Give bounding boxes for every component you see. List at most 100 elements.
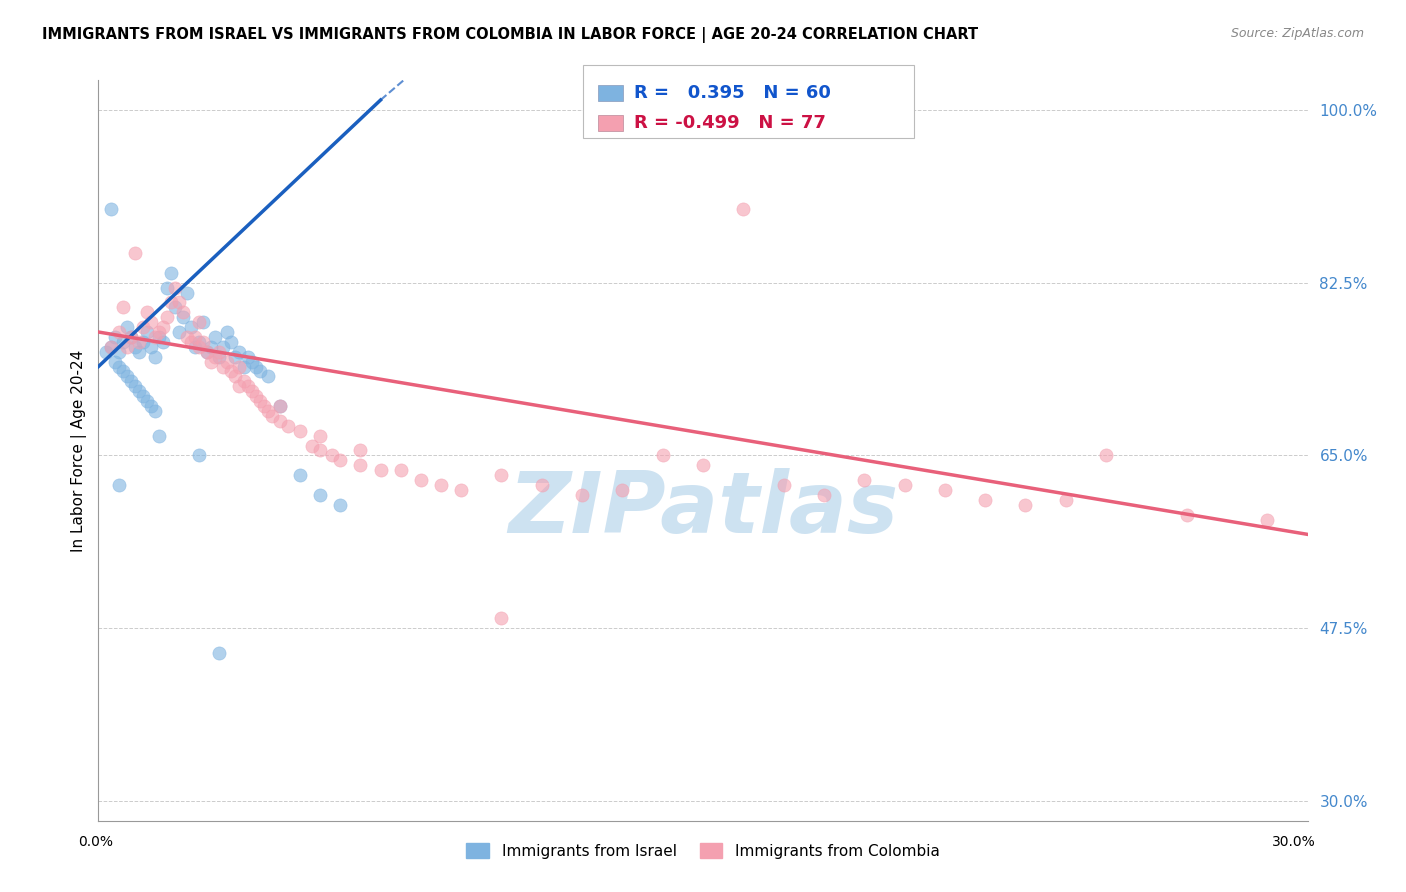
Point <box>256 404 278 418</box>
Point <box>128 334 150 349</box>
Point <box>172 310 194 325</box>
Point <box>188 315 211 329</box>
Point <box>100 202 122 216</box>
Point <box>853 473 876 487</box>
Point <box>260 409 283 423</box>
Point <box>236 379 259 393</box>
Point <box>132 389 155 403</box>
Point <box>329 453 352 467</box>
Point <box>148 330 170 344</box>
Point <box>253 399 276 413</box>
Point <box>156 310 179 325</box>
Point <box>651 449 673 463</box>
Point <box>139 399 162 413</box>
Text: 0.0%: 0.0% <box>79 836 114 849</box>
Point <box>571 488 593 502</box>
Point <box>612 483 634 497</box>
Point <box>172 305 194 319</box>
Point <box>288 468 311 483</box>
Point <box>111 301 134 315</box>
Point <box>152 334 174 349</box>
Point <box>167 325 190 339</box>
Point <box>309 428 332 442</box>
Point <box>692 458 714 473</box>
Point <box>1175 508 1198 522</box>
Point <box>132 320 155 334</box>
Point <box>409 473 432 487</box>
Point <box>163 301 186 315</box>
Point <box>212 359 235 374</box>
Point <box>152 320 174 334</box>
Point <box>249 364 271 378</box>
Point <box>124 340 146 354</box>
Point <box>143 330 166 344</box>
Point <box>1095 449 1118 463</box>
Text: R = -0.499   N = 77: R = -0.499 N = 77 <box>634 114 825 132</box>
Text: IMMIGRANTS FROM ISRAEL VS IMMIGRANTS FROM COLOMBIA IN LABOR FORCE | AGE 20-24 CO: IMMIGRANTS FROM ISRAEL VS IMMIGRANTS FRO… <box>42 27 979 43</box>
Point <box>269 414 291 428</box>
Point <box>240 384 263 399</box>
Point <box>176 330 198 344</box>
Point <box>132 334 155 349</box>
Point <box>772 478 794 492</box>
Legend: Immigrants from Israel, Immigrants from Colombia: Immigrants from Israel, Immigrants from … <box>460 837 946 865</box>
Point <box>232 359 254 374</box>
Point <box>245 389 267 403</box>
Point <box>124 246 146 260</box>
Point <box>115 369 138 384</box>
Point <box>195 344 218 359</box>
Point <box>204 350 226 364</box>
Point <box>217 354 239 368</box>
Point <box>103 354 125 368</box>
Point <box>288 424 311 438</box>
Point <box>204 330 226 344</box>
Point <box>167 295 190 310</box>
Point <box>139 340 162 354</box>
Point <box>245 359 267 374</box>
Point <box>491 611 513 625</box>
Point <box>224 350 246 364</box>
Point <box>184 340 207 354</box>
Point <box>124 379 146 393</box>
Point <box>135 394 157 409</box>
Point <box>733 202 755 216</box>
Point <box>115 320 138 334</box>
Point <box>309 488 332 502</box>
Point <box>195 344 218 359</box>
Point <box>208 350 231 364</box>
Point <box>228 359 250 374</box>
Point <box>813 488 835 502</box>
Point <box>228 344 250 359</box>
Point <box>217 325 239 339</box>
Point <box>269 399 291 413</box>
Point <box>103 330 125 344</box>
Point <box>277 418 299 433</box>
Point <box>200 340 222 354</box>
Point <box>193 334 215 349</box>
Point <box>143 350 166 364</box>
Point <box>236 350 259 364</box>
Point <box>269 399 291 413</box>
Point <box>430 478 453 492</box>
Text: R =   0.395   N = 60: R = 0.395 N = 60 <box>634 84 831 102</box>
Point <box>120 375 142 389</box>
Point <box>212 340 235 354</box>
Point <box>120 330 142 344</box>
Point <box>934 483 956 497</box>
Point <box>200 354 222 368</box>
Point <box>349 443 371 458</box>
Point <box>240 354 263 368</box>
Point <box>188 449 211 463</box>
Point <box>301 438 323 452</box>
Point <box>321 449 343 463</box>
Point <box>329 498 352 512</box>
Text: Source: ZipAtlas.com: Source: ZipAtlas.com <box>1230 27 1364 40</box>
Point <box>107 325 129 339</box>
Point <box>107 478 129 492</box>
Point <box>128 384 150 399</box>
Point <box>450 483 472 497</box>
Point <box>135 325 157 339</box>
Point <box>188 334 211 349</box>
Point <box>491 468 513 483</box>
Point <box>148 428 170 442</box>
